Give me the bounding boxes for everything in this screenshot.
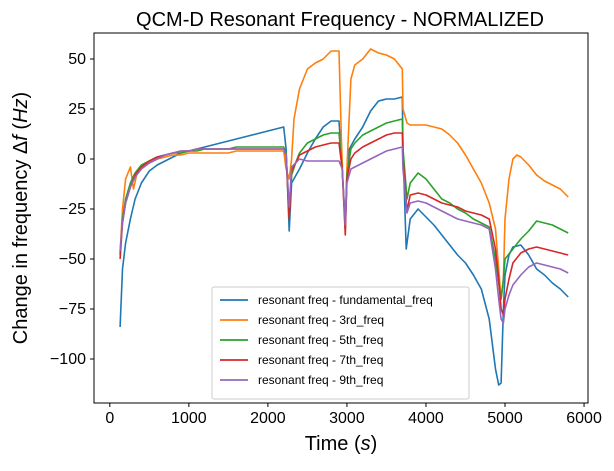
y-tick-label: 25: [68, 101, 86, 118]
y-tick-label: −25: [59, 201, 86, 218]
series-line-2: [119, 48, 569, 300]
x-tick-label: 1000: [171, 410, 207, 427]
x-tick-label: 0: [105, 410, 114, 427]
x-axis-label-close: ): [371, 433, 378, 455]
y-axis-ticks: 50 25 0 −25 −50 −75 −100: [50, 51, 94, 368]
x-axis-label-variable: s: [361, 433, 371, 455]
x-tick-label: 5000: [487, 410, 523, 427]
x-tick-label: 6000: [566, 410, 602, 427]
y-tick-label: −100: [50, 351, 86, 368]
legend-label-4: resonant freq - 7th_freq: [258, 353, 383, 367]
y-tick-label: −75: [59, 301, 86, 318]
legend-frame: [211, 286, 470, 400]
plot-frame: [93, 32, 589, 404]
x-tick-label: 3000: [329, 410, 365, 427]
x-axis-label-text: Time (: [305, 433, 361, 455]
y-tick-label: 50: [68, 51, 86, 68]
legend-label-3: resonant freq - 5th_freq: [258, 333, 383, 347]
legend-label-2: resonant freq - 3rd_freq: [258, 313, 384, 327]
series-line-5: [119, 146, 569, 324]
legend-label-5: resonant freq - 9th_freq: [258, 373, 383, 387]
series-lines: [119, 48, 569, 386]
plot-area: 0 1000 2000 3000 4000 5000 6000 50 25 0 −25 −50 −75…: [50, 32, 602, 427]
y-axis-label: Change in frequency Δf (Hz): [10, 92, 32, 344]
y-axis-label-variable: f: [10, 133, 32, 141]
y-axis-label-close: ): [10, 92, 32, 99]
x-axis-label: Time (s): [305, 433, 378, 455]
x-axis-ticks: 0 1000 2000 3000 4000 5000 6000: [105, 403, 602, 427]
x-tick-label: 2000: [250, 410, 286, 427]
y-axis-label-unit: Hz: [10, 98, 32, 122]
legend: resonant freq - fundamental_freq resonant…: [211, 286, 470, 400]
x-tick-label: 4000: [408, 410, 444, 427]
y-tick-label: 0: [77, 151, 86, 168]
legend-label-1: resonant freq - fundamental_freq: [258, 293, 433, 307]
chart-title: QCM-D Resonant Frequency - NORMALIZED: [136, 9, 544, 31]
y-axis-label-open: (: [10, 123, 32, 136]
y-tick-label: −50: [59, 251, 86, 268]
y-axis-label-text: Change in frequency Δ: [10, 141, 32, 345]
